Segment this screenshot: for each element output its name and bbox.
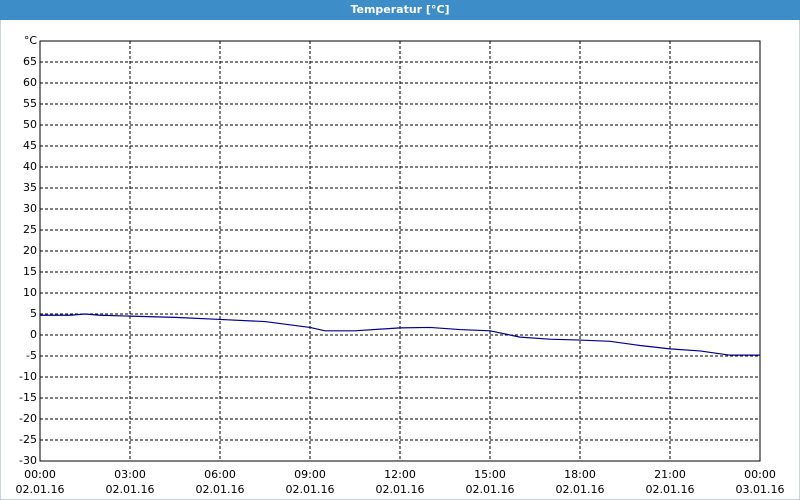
- y-tick-label: -10: [19, 370, 37, 383]
- y-tick-label: 55: [23, 97, 37, 110]
- x-tick-date: 02.01.16: [376, 483, 425, 496]
- x-tick-date: 02.01.16: [106, 483, 155, 496]
- x-tick-date: 02.01.16: [196, 483, 245, 496]
- y-tick-label: 45: [23, 139, 37, 152]
- y-tick-label: -30: [19, 454, 37, 467]
- x-tick-label: 09:00: [294, 468, 326, 481]
- x-tick-date: 03.01.16: [736, 483, 785, 496]
- y-tick-label: 40: [23, 160, 37, 173]
- y-tick-label: 35: [23, 181, 37, 194]
- y-tick-label: 15: [23, 265, 37, 278]
- data-line: [40, 313, 760, 356]
- title-bar: [0, 0, 800, 20]
- y-tick-label: -20: [19, 412, 37, 425]
- x-tick-label: 00:00: [24, 468, 56, 481]
- y-tick-label: 0: [30, 328, 37, 341]
- y-tick-label: 25: [23, 223, 37, 236]
- y-tick-label: 10: [23, 286, 37, 299]
- x-tick-label: 21:00: [654, 468, 686, 481]
- x-tick-date: 02.01.16: [556, 483, 605, 496]
- y-tick-label: -15: [19, 391, 37, 404]
- y-tick-label: 60: [23, 76, 37, 89]
- x-tick-date: 02.01.16: [646, 483, 695, 496]
- y-tick-label: °C: [24, 34, 38, 47]
- x-tick-label: 00:00: [744, 468, 776, 481]
- x-tick-label: 12:00: [384, 468, 416, 481]
- y-tick-label: -5: [26, 349, 37, 362]
- x-tick-label: 03:00: [114, 468, 146, 481]
- x-tick-label: 06:00: [204, 468, 236, 481]
- x-tick-date: 02.01.16: [286, 483, 335, 496]
- y-tick-label: 20: [23, 244, 37, 257]
- chart-title: Temperatur [°C]: [350, 3, 449, 16]
- x-tick-date: 02.01.16: [466, 483, 515, 496]
- y-tick-label: 5: [30, 307, 37, 320]
- x-tick-label: 15:00: [474, 468, 506, 481]
- y-tick-label: 50: [23, 118, 37, 131]
- x-tick-date: 02.01.16: [16, 483, 65, 496]
- y-tick-label: 30: [23, 202, 37, 215]
- y-tick-label: -25: [19, 433, 37, 446]
- x-tick-label: 18:00: [564, 468, 596, 481]
- y-tick-label: 65: [23, 55, 37, 68]
